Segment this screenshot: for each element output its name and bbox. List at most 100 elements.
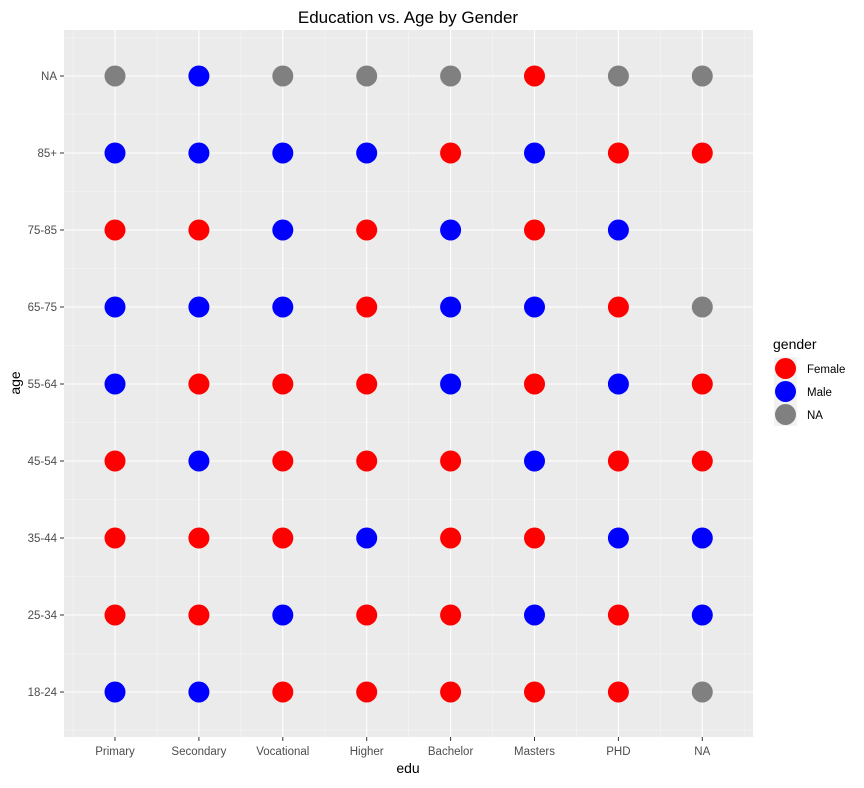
data-point-male bbox=[691, 527, 713, 549]
data-point-male bbox=[440, 373, 462, 395]
data-point-female bbox=[440, 450, 462, 472]
legend-label-na: NA bbox=[807, 410, 823, 422]
data-point-female bbox=[188, 373, 210, 395]
data-point-male bbox=[356, 527, 378, 549]
data-point-female bbox=[524, 681, 545, 703]
data-point-female bbox=[607, 604, 629, 626]
data-point-female bbox=[356, 296, 378, 318]
data-point-male bbox=[188, 142, 210, 164]
data-point-female bbox=[104, 604, 126, 626]
data-point-male bbox=[524, 296, 545, 318]
chart-title: Education vs. Age by Gender bbox=[298, 8, 519, 27]
data-point-female bbox=[272, 450, 294, 472]
legend: gender Female Male NA bbox=[773, 336, 845, 426]
data-point-male bbox=[440, 219, 462, 241]
legend-title: gender bbox=[773, 336, 817, 352]
data-point-female bbox=[104, 450, 126, 472]
y-tick-label: 55-64 bbox=[28, 379, 58, 391]
legend-key-na bbox=[775, 404, 796, 425]
y-tick-label: 25-34 bbox=[28, 610, 58, 622]
data-point-female bbox=[272, 373, 294, 395]
data-point-na bbox=[440, 65, 462, 87]
data-point-male bbox=[272, 219, 294, 241]
x-tick-label: Vocational bbox=[256, 746, 309, 758]
data-point-female bbox=[272, 681, 294, 703]
data-point-na bbox=[691, 65, 713, 87]
data-point-male bbox=[691, 604, 713, 626]
data-point-female bbox=[356, 373, 378, 395]
data-point-male bbox=[524, 450, 545, 472]
data-point-female bbox=[440, 527, 462, 549]
data-point-female bbox=[440, 604, 462, 626]
x-axis-title: edu bbox=[396, 760, 419, 776]
data-point-male bbox=[607, 373, 629, 395]
data-point-female bbox=[104, 219, 126, 241]
y-axis-ticks: 18-24 25-34 35-44 45-54 55-64 65-75 75-85 85+ NA bbox=[28, 71, 64, 699]
y-axis-title: age bbox=[7, 371, 23, 395]
data-point-male bbox=[188, 296, 210, 318]
y-tick-label: 75-85 bbox=[28, 225, 57, 237]
data-points bbox=[104, 65, 713, 703]
data-point-male bbox=[188, 65, 210, 87]
data-point-female bbox=[440, 142, 462, 164]
data-point-female bbox=[524, 219, 545, 241]
data-point-male bbox=[104, 681, 126, 703]
data-point-female bbox=[356, 450, 378, 472]
legend-key-male bbox=[775, 381, 796, 402]
x-tick-label: PHD bbox=[606, 746, 630, 758]
data-point-male bbox=[272, 604, 294, 626]
y-tick-label: 65-75 bbox=[28, 302, 57, 314]
data-point-female bbox=[104, 527, 126, 549]
data-point-male bbox=[440, 296, 462, 318]
x-axis-ticks: Primary Secondary Vocational Higher Bachelor… bbox=[95, 737, 711, 758]
data-point-male bbox=[524, 604, 545, 626]
legend-label-female: Female bbox=[807, 364, 845, 376]
data-point-female bbox=[607, 681, 629, 703]
data-point-female bbox=[440, 681, 462, 703]
data-point-male bbox=[524, 142, 545, 164]
x-tick-label: Masters bbox=[514, 746, 555, 758]
data-point-female bbox=[188, 527, 210, 549]
data-point-na bbox=[691, 296, 713, 318]
data-point-female bbox=[188, 604, 210, 626]
data-point-na bbox=[607, 65, 629, 87]
data-point-female bbox=[607, 450, 629, 472]
data-point-female bbox=[691, 373, 713, 395]
data-point-female bbox=[524, 527, 545, 549]
y-tick-label: NA bbox=[41, 71, 57, 83]
x-tick-label: Primary bbox=[95, 746, 135, 758]
data-point-male bbox=[104, 373, 126, 395]
data-point-female bbox=[188, 219, 210, 241]
data-point-male bbox=[356, 142, 378, 164]
y-tick-label: 85+ bbox=[37, 148, 57, 160]
x-tick-label: Secondary bbox=[171, 746, 226, 758]
data-point-male bbox=[272, 296, 294, 318]
data-point-female bbox=[607, 296, 629, 318]
data-point-female bbox=[356, 681, 378, 703]
y-tick-label: 35-44 bbox=[28, 533, 58, 545]
data-point-female bbox=[691, 450, 713, 472]
y-tick-label: 18-24 bbox=[28, 687, 58, 699]
x-tick-label: Higher bbox=[350, 746, 384, 758]
x-tick-label: Bachelor bbox=[428, 746, 474, 758]
data-point-na bbox=[272, 65, 294, 87]
data-point-male bbox=[188, 450, 210, 472]
data-point-female bbox=[356, 604, 378, 626]
data-point-male bbox=[607, 527, 629, 549]
data-point-female bbox=[356, 219, 378, 241]
legend-label-male: Male bbox=[807, 387, 832, 399]
data-point-male bbox=[104, 296, 126, 318]
data-point-na bbox=[356, 65, 378, 87]
data-point-female bbox=[524, 373, 545, 395]
legend-key-female bbox=[775, 358, 796, 379]
data-point-female bbox=[691, 142, 713, 164]
data-point-female bbox=[607, 142, 629, 164]
data-point-female bbox=[272, 527, 294, 549]
data-point-male bbox=[272, 142, 294, 164]
data-point-na bbox=[104, 65, 126, 87]
y-tick-label: 45-54 bbox=[28, 456, 58, 468]
data-point-male bbox=[104, 142, 126, 164]
x-tick-label: NA bbox=[694, 746, 710, 758]
